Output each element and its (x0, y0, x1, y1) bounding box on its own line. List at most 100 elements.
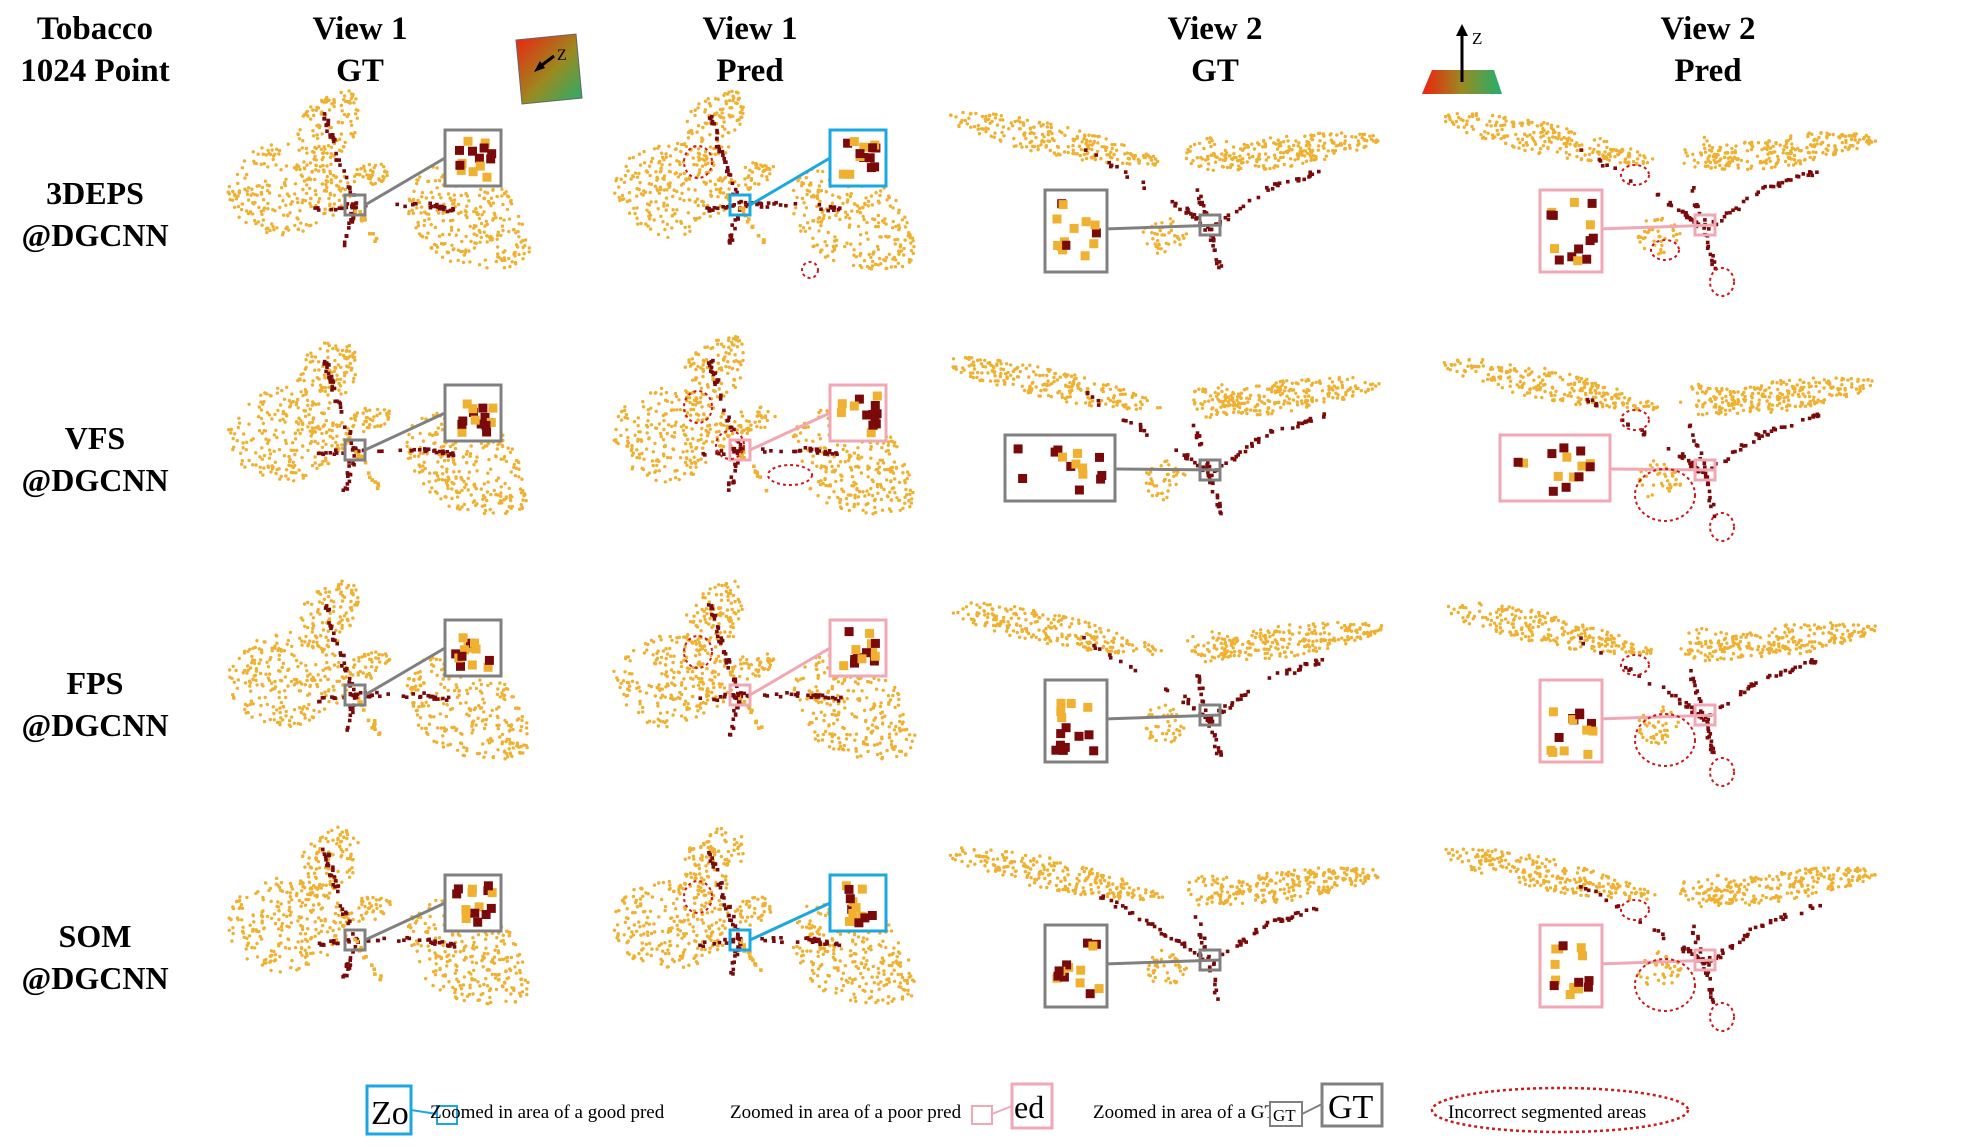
leaf-point (275, 391, 279, 395)
leaf-point (261, 473, 265, 477)
leaf-point (714, 187, 719, 192)
leaf-point (509, 498, 513, 503)
leaf-point (282, 213, 286, 217)
stem-point (1212, 248, 1217, 253)
leaf-point (735, 368, 740, 372)
leaf-point (737, 96, 742, 101)
leaf-point (483, 258, 487, 262)
leaf-point (1001, 118, 1005, 122)
leaf-point (328, 155, 333, 159)
leaf-point (1134, 393, 1138, 397)
leaf-point (301, 422, 305, 427)
leaf-point (371, 169, 375, 174)
leaf-point (1200, 406, 1205, 410)
leaf-point (815, 243, 819, 247)
leaf-point (1335, 133, 1339, 137)
leaf-point (1459, 117, 1463, 122)
leaf-point (450, 496, 454, 501)
leaf-point (891, 206, 895, 210)
leaf-point (818, 446, 823, 450)
leaf-point (1162, 233, 1167, 237)
stem-point (344, 175, 349, 180)
leaf-point (362, 429, 366, 434)
leaf-point (637, 452, 642, 457)
stem-point (1734, 206, 1738, 210)
leaf-point (823, 255, 828, 259)
leaf-point (1072, 139, 1076, 143)
leaf-point (725, 427, 729, 431)
leaf-point (265, 183, 270, 187)
leaf-point (483, 190, 487, 194)
stem-point (353, 209, 357, 214)
leaf-point (294, 471, 298, 475)
leaf-point (1058, 129, 1062, 133)
leaf-point (679, 183, 684, 187)
leaf-point (379, 162, 383, 166)
leaf-point (1713, 165, 1718, 169)
stem-point (359, 218, 364, 223)
stem-point (1808, 170, 1812, 174)
leaf-point (243, 176, 247, 180)
leaf-point (995, 383, 999, 387)
stem-point (355, 456, 360, 460)
leaf-point (1301, 161, 1305, 165)
leaf-point (1143, 396, 1148, 400)
stem-point (446, 454, 451, 458)
leaf-point (347, 100, 351, 105)
leaf-point (1350, 394, 1355, 398)
leaf-point (1232, 410, 1236, 415)
leaf-point (805, 188, 809, 192)
leaf-point (482, 511, 487, 516)
stem-point (1681, 209, 1685, 214)
leaf-point (667, 169, 672, 174)
leaf-point (302, 379, 306, 383)
stem-point (334, 151, 338, 156)
leaf-point (819, 179, 824, 184)
leaf-point (684, 177, 688, 181)
stem-point (1273, 182, 1277, 186)
leaf-point (1662, 250, 1666, 255)
leaf-point (489, 467, 493, 471)
stem-point (342, 240, 347, 245)
leaf-point (1073, 373, 1077, 377)
stem-point (370, 478, 374, 482)
leaf-point (899, 249, 904, 253)
leaf-point (820, 464, 824, 468)
leaf-point (337, 198, 342, 203)
leaf-point (635, 175, 640, 179)
leaf-point (306, 425, 310, 429)
leaf-point (1154, 222, 1158, 226)
leaf-point (445, 470, 449, 474)
leaf-point (1705, 139, 1709, 143)
stem-point (1206, 225, 1210, 229)
leaf-point (1084, 156, 1089, 161)
leaf-point (745, 431, 749, 436)
leaf-point (1153, 157, 1158, 161)
leaf-point (320, 462, 324, 466)
leaf-point (1718, 145, 1723, 149)
leaf-point (861, 206, 865, 210)
leaf-point (707, 423, 712, 427)
leaf-point (455, 490, 459, 495)
stem-point (1265, 434, 1269, 438)
leaf-point (297, 468, 301, 472)
leaf-point (233, 205, 237, 209)
stem-point (1234, 209, 1239, 214)
leaf-point (474, 503, 478, 508)
leaf-point (841, 201, 845, 206)
column-header-view2-pred: View 2 Pred (1638, 8, 1778, 92)
leaf-point (1213, 160, 1218, 164)
leaf-point (287, 454, 291, 459)
leaf-point (729, 348, 733, 352)
leaf-point (268, 228, 272, 233)
leaf-point (1103, 146, 1108, 150)
leaf-point (856, 224, 861, 229)
leaf-point (1002, 134, 1006, 138)
leaf-point (671, 447, 675, 451)
leaf-point (811, 236, 815, 240)
leaf-point (641, 400, 645, 404)
leaf-point (620, 409, 624, 414)
leaf-point (1539, 147, 1543, 151)
leaf-point (1326, 394, 1331, 398)
leaf-point (1751, 145, 1755, 149)
